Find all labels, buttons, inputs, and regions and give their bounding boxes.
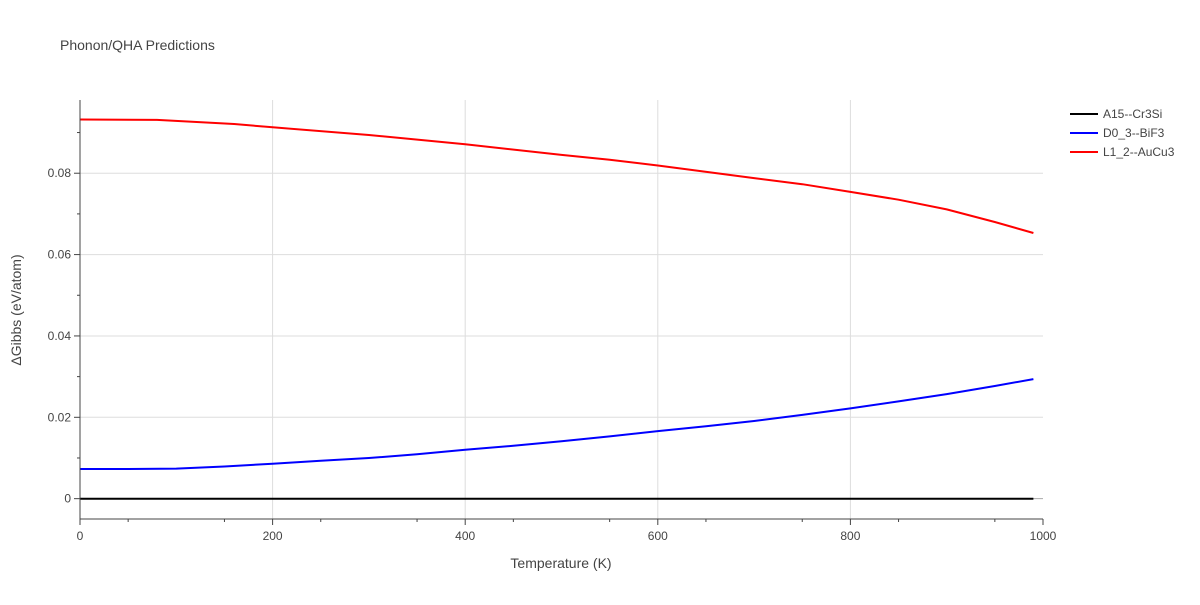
x-tick-label: 1000 <box>1030 529 1057 543</box>
y-ticks: 0 0.02 0.04 0.06 0.08 <box>48 132 80 506</box>
series-layer <box>79 118 1034 500</box>
x-tick-label: 800 <box>840 529 860 543</box>
x-ticks: 0 200 400 600 800 1000 <box>77 519 1057 543</box>
y-tick-label: 0.04 <box>48 329 72 343</box>
legend-item[interactable]: L1_2--AuCu3 <box>1070 145 1175 159</box>
series-line-L1_2--AuCu3[interactable] <box>79 118 1034 234</box>
series-line-D0_3--BiF3[interactable] <box>80 378 1034 470</box>
y-tick-label: 0.02 <box>48 410 72 424</box>
legend[interactable]: A15--Cr3Si D0_3--BiF3 L1_2--AuCu3 <box>1070 107 1175 159</box>
grid <box>80 100 1043 519</box>
legend-item[interactable]: A15--Cr3Si <box>1070 107 1162 121</box>
y-tick-label: 0 <box>64 492 71 506</box>
chart-title: Phonon/QHA Predictions <box>60 37 215 53</box>
x-tick-label: 400 <box>455 529 475 543</box>
x-tick-label: 0 <box>77 529 84 543</box>
legend-label: A15--Cr3Si <box>1103 107 1162 121</box>
legend-label: L1_2--AuCu3 <box>1103 145 1175 159</box>
y-axis-title: ΔGibbs (eV/atom) <box>8 254 24 365</box>
x-tick-label: 200 <box>263 529 283 543</box>
legend-label: D0_3--BiF3 <box>1103 126 1165 140</box>
x-tick-label: 600 <box>648 529 668 543</box>
legend-item[interactable]: D0_3--BiF3 <box>1070 126 1165 140</box>
y-tick-label: 0.06 <box>48 248 72 262</box>
y-tick-label: 0.08 <box>48 166 72 180</box>
x-axis-title: Temperature (K) <box>510 555 611 571</box>
axes <box>79 100 1043 520</box>
